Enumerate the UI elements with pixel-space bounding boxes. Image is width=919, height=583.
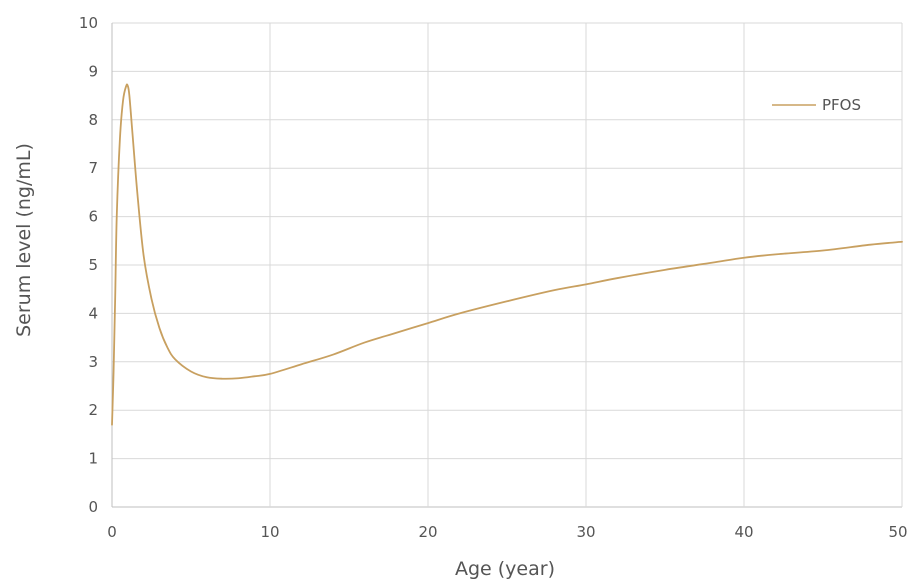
x-axis-title: Age (year) — [455, 558, 555, 580]
series-lines — [111, 83, 903, 426]
y-tick-label: 6 — [88, 208, 98, 226]
x-tick-label: 50 — [888, 523, 907, 541]
y-tick-label: 2 — [88, 401, 98, 419]
y-tick-label: 4 — [88, 304, 98, 322]
y-tick-label: 8 — [88, 111, 98, 129]
legend-label: PFOS — [822, 96, 861, 114]
y-tick-label: 10 — [79, 14, 98, 32]
y-tick-label: 9 — [88, 62, 98, 80]
y-tick-label: 3 — [88, 353, 98, 371]
legend: PFOS — [772, 96, 861, 114]
y-axis-ticks: 0 1 2 3 4 5 6 7 8 9 10 — [79, 14, 98, 516]
x-tick-label: 20 — [418, 523, 437, 541]
y-tick-label: 5 — [88, 256, 98, 274]
y-axis-title: Serum level (ng/mL) — [13, 143, 35, 337]
series-line-pfos — [111, 83, 903, 426]
x-axis-ticks: 0 10 20 30 40 50 — [107, 523, 907, 541]
x-tick-label: 30 — [576, 523, 595, 541]
x-tick-label: 40 — [734, 523, 753, 541]
y-tick-label: 7 — [88, 159, 98, 177]
y-tick-label: 1 — [88, 450, 98, 468]
x-tick-label: 10 — [260, 523, 279, 541]
grid-lines — [111, 22, 903, 508]
x-tick-label: 0 — [107, 523, 117, 541]
y-tick-label: 0 — [88, 498, 98, 516]
